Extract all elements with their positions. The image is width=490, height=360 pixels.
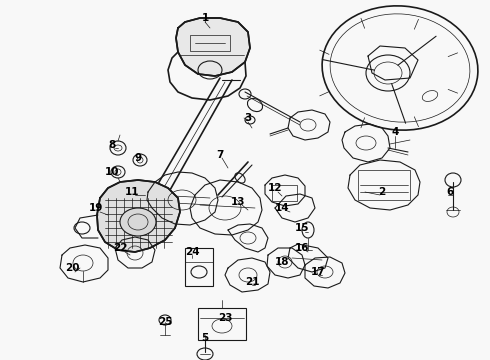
Ellipse shape (120, 208, 156, 236)
Text: 5: 5 (201, 333, 209, 343)
Text: 2: 2 (378, 187, 386, 197)
Text: 7: 7 (216, 150, 224, 160)
Text: 24: 24 (185, 247, 199, 257)
Polygon shape (97, 180, 180, 252)
Text: 23: 23 (218, 313, 232, 323)
Text: 20: 20 (65, 263, 79, 273)
Text: 19: 19 (89, 203, 103, 213)
Text: 11: 11 (125, 187, 139, 197)
Bar (190, 35, 230, 51)
Bar (272, 185, 297, 201)
Bar (198, 308, 246, 340)
Text: 10: 10 (105, 167, 119, 177)
Text: 6: 6 (446, 187, 454, 197)
Text: 18: 18 (275, 257, 289, 267)
Text: 16: 16 (295, 243, 309, 253)
Bar (185, 248, 213, 286)
Text: 9: 9 (134, 153, 142, 163)
Text: 4: 4 (392, 127, 399, 137)
Text: 17: 17 (311, 267, 325, 277)
Polygon shape (176, 18, 250, 76)
Text: 15: 15 (295, 223, 309, 233)
Text: 12: 12 (268, 183, 282, 193)
Text: 1: 1 (201, 13, 209, 23)
Text: 25: 25 (158, 317, 172, 327)
Text: 14: 14 (275, 203, 289, 213)
Text: 8: 8 (108, 140, 116, 150)
Text: 3: 3 (245, 113, 252, 123)
Bar (358, 170, 410, 200)
Text: 22: 22 (113, 243, 127, 253)
Text: 21: 21 (245, 277, 259, 287)
Text: 13: 13 (231, 197, 245, 207)
